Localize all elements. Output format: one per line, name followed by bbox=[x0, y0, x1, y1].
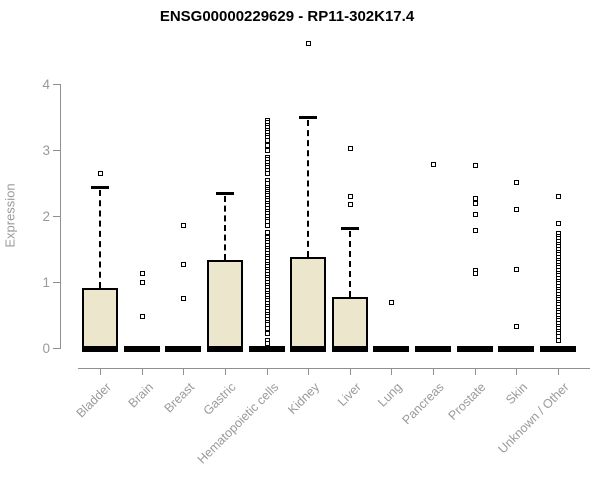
x-axis-tick-brain bbox=[142, 368, 143, 375]
x-axis-label-bladder: Bladder bbox=[73, 380, 114, 421]
box-kidney bbox=[290, 257, 326, 350]
x-axis-label-hematopoietic-cells: Hematopoietic cells bbox=[194, 380, 281, 467]
outlier-point-pancreas bbox=[431, 162, 436, 167]
outlier-point-hematopoietic-cells bbox=[265, 326, 270, 331]
outlier-point-breast bbox=[181, 262, 186, 267]
x-axis-tick-hematopoietic-cells bbox=[267, 368, 268, 375]
x-axis-line bbox=[78, 368, 590, 369]
x-axis-label-brain: Brain bbox=[125, 380, 156, 411]
x-axis-label-gastric: Gastric bbox=[201, 380, 239, 418]
y-axis-tick-label: 3 bbox=[42, 143, 50, 158]
whisker-gastric bbox=[224, 196, 226, 260]
whisker-cap-bladder bbox=[91, 186, 109, 189]
x-axis-label-liver: Liver bbox=[334, 380, 364, 410]
outlier-point-hematopoietic-cells bbox=[265, 223, 270, 228]
y-axis-tick bbox=[53, 216, 60, 217]
x-axis-tick-gastric bbox=[225, 368, 226, 375]
outlier-point-liver bbox=[348, 202, 353, 207]
median-bar-brain bbox=[124, 346, 160, 352]
outlier-point-brain bbox=[140, 314, 145, 319]
whisker-kidney bbox=[307, 120, 309, 257]
outlier-point-prostate bbox=[473, 196, 478, 201]
outlier-point-skin bbox=[514, 207, 519, 212]
x-axis-label-lung: Lung bbox=[375, 380, 405, 410]
outlier-point-skin bbox=[514, 324, 519, 329]
median-bar-bladder bbox=[82, 346, 118, 352]
x-axis-tick-bladder bbox=[100, 368, 101, 375]
outlier-point-hematopoietic-cells bbox=[265, 148, 270, 153]
chart-title: ENSG00000229629 - RP11-302K17.4 bbox=[159, 8, 415, 25]
y-axis-tick-label: 4 bbox=[42, 77, 50, 92]
median-bar-pancreas bbox=[415, 346, 451, 352]
median-bar-prostate bbox=[457, 346, 493, 352]
x-axis-tick-unknown-other bbox=[558, 368, 559, 375]
y-axis-tick bbox=[53, 282, 60, 283]
median-bar-skin bbox=[498, 346, 534, 352]
outlier-point-liver bbox=[348, 146, 353, 151]
median-bar-unknown-other bbox=[540, 346, 576, 352]
x-axis-label-prostate: Prostate bbox=[446, 380, 489, 423]
y-axis-tick-label: 1 bbox=[42, 275, 50, 290]
outlier-point-unknown-other bbox=[556, 221, 561, 226]
median-bar-kidney bbox=[290, 346, 326, 352]
outlier-point-hematopoietic-cells bbox=[265, 171, 270, 176]
y-axis-tick bbox=[53, 348, 60, 349]
outlier-point-liver bbox=[348, 194, 353, 199]
y-axis-tick bbox=[53, 150, 60, 151]
x-axis-tick-pancreas bbox=[433, 368, 434, 375]
whisker-cap-kidney bbox=[299, 116, 317, 119]
outlier-point-kidney bbox=[306, 41, 311, 46]
median-bar-gastric bbox=[207, 346, 243, 352]
box-liver bbox=[332, 297, 368, 350]
x-axis-tick-prostate bbox=[475, 368, 476, 375]
outlier-point-hematopoietic-cells bbox=[265, 331, 270, 336]
x-axis-tick-skin bbox=[516, 368, 517, 375]
x-axis-label-pancreas: Pancreas bbox=[399, 380, 447, 428]
whisker-liver bbox=[349, 231, 351, 297]
outlier-point-brain bbox=[140, 280, 145, 285]
x-axis-tick-breast bbox=[183, 368, 184, 375]
median-bar-breast bbox=[165, 346, 201, 352]
y-axis-tick-label: 2 bbox=[42, 209, 50, 224]
outlier-point-breast bbox=[181, 296, 186, 301]
median-bar-hematopoietic-cells bbox=[249, 346, 285, 352]
x-axis-tick-lung bbox=[391, 368, 392, 375]
y-axis-tick bbox=[53, 84, 60, 85]
x-axis-label-kidney: Kidney bbox=[284, 380, 322, 417]
x-axis-tick-kidney bbox=[308, 368, 309, 375]
outlier-point-brain bbox=[140, 271, 145, 276]
box-bladder bbox=[82, 288, 118, 350]
outlier-point-unknown-other bbox=[556, 338, 561, 343]
outlier-point-bladder bbox=[98, 171, 103, 176]
whisker-cap-liver bbox=[341, 227, 359, 230]
outlier-point-prostate bbox=[473, 212, 478, 217]
whisker-cap-gastric bbox=[216, 192, 234, 195]
outlier-point-hematopoietic-cells bbox=[265, 230, 270, 235]
outlier-point-prostate bbox=[473, 271, 478, 276]
median-bar-liver bbox=[332, 346, 368, 352]
x-axis-label-breast: Breast bbox=[161, 380, 197, 416]
outlier-point-unknown-other bbox=[556, 194, 561, 199]
outlier-point-skin bbox=[514, 180, 519, 185]
median-bar-lung bbox=[373, 346, 409, 352]
outlier-point-prostate bbox=[473, 163, 478, 168]
box-gastric bbox=[207, 260, 243, 350]
whisker-bladder bbox=[99, 190, 101, 288]
outlier-point-breast bbox=[181, 223, 186, 228]
outlier-point-lung bbox=[389, 300, 394, 305]
y-axis-tick-label: 0 bbox=[42, 341, 50, 356]
x-axis-label-skin: Skin bbox=[502, 380, 530, 408]
outlier-point-hematopoietic-cells bbox=[265, 138, 270, 143]
outlier-point-prostate bbox=[473, 228, 478, 233]
outlier-point-hematopoietic-cells bbox=[265, 341, 270, 346]
y-axis-line bbox=[60, 84, 61, 349]
outlier-point-skin bbox=[514, 267, 519, 272]
x-axis-tick-liver bbox=[350, 368, 351, 375]
y-axis-title: Expression bbox=[2, 183, 18, 248]
outlier-point-hematopoietic-cells bbox=[265, 143, 270, 148]
outlier-point-prostate bbox=[473, 201, 478, 206]
